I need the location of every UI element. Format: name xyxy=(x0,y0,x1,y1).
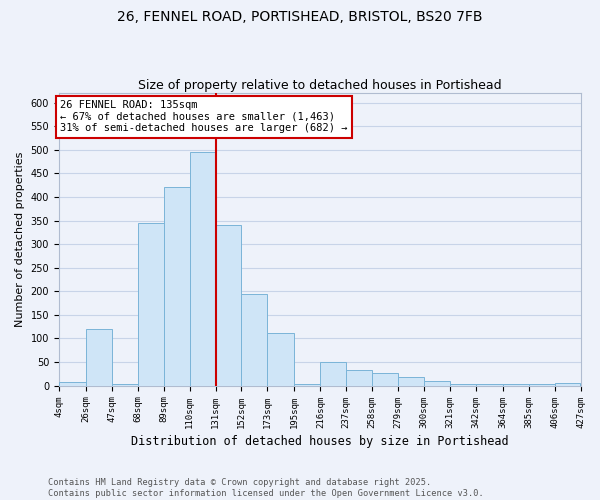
Title: Size of property relative to detached houses in Portishead: Size of property relative to detached ho… xyxy=(138,79,502,92)
Bar xyxy=(215,225,241,386)
Bar xyxy=(190,152,215,386)
Bar xyxy=(450,384,476,386)
X-axis label: Distribution of detached houses by size in Portishead: Distribution of detached houses by size … xyxy=(131,434,509,448)
Bar xyxy=(476,384,503,386)
Bar xyxy=(241,294,267,386)
Text: Contains HM Land Registry data © Crown copyright and database right 2025.
Contai: Contains HM Land Registry data © Crown c… xyxy=(48,478,484,498)
Bar xyxy=(529,384,554,386)
Bar xyxy=(398,377,424,386)
Bar xyxy=(112,384,138,386)
Bar xyxy=(295,384,320,386)
Bar xyxy=(267,333,295,386)
Bar xyxy=(372,373,398,386)
Bar xyxy=(346,370,372,386)
Bar xyxy=(59,382,86,386)
Bar xyxy=(320,362,346,386)
Bar xyxy=(164,188,190,386)
Text: 26 FENNEL ROAD: 135sqm
← 67% of detached houses are smaller (1,463)
31% of semi-: 26 FENNEL ROAD: 135sqm ← 67% of detached… xyxy=(60,100,347,134)
Bar xyxy=(138,223,164,386)
Bar xyxy=(86,329,112,386)
Bar xyxy=(554,383,580,386)
Bar xyxy=(424,381,450,386)
Y-axis label: Number of detached properties: Number of detached properties xyxy=(15,152,25,327)
Text: 26, FENNEL ROAD, PORTISHEAD, BRISTOL, BS20 7FB: 26, FENNEL ROAD, PORTISHEAD, BRISTOL, BS… xyxy=(117,10,483,24)
Bar xyxy=(503,384,529,386)
